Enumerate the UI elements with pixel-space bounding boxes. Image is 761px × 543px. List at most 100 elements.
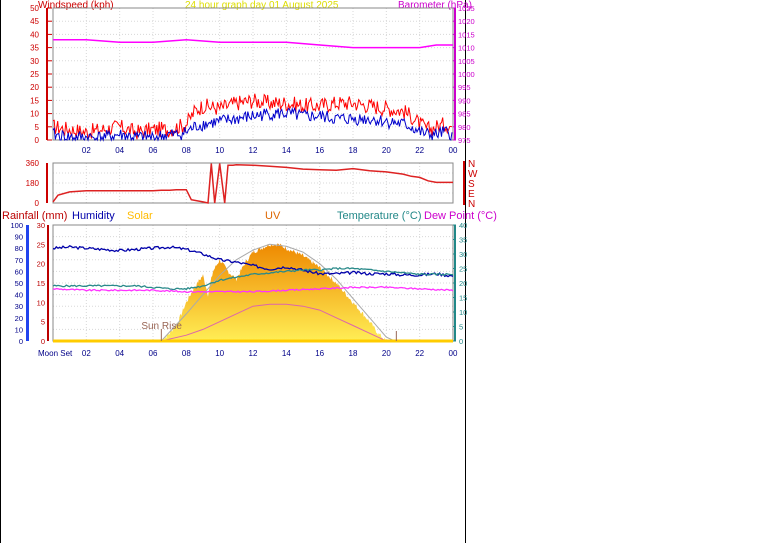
weather-xtick-label: 20 [382,349,391,358]
wind-ytick-label: 5 [35,123,40,132]
wind-ytick-label: 50 [30,4,39,13]
wind-xtick-label: 06 [149,146,158,155]
rain-ytick-label: 25 [37,240,45,249]
weather-xtick-label: 00 [449,349,458,358]
temp-ytick-label: 25 [459,265,467,274]
series-average [52,106,453,142]
windspeed-axis-label: Windspeed (kph) [38,0,114,11]
rain-ytick-label: 15 [37,279,45,288]
compass-label: N [468,199,475,210]
rain-ytick-label: 0 [41,337,45,346]
weather-xtick-label: 08 [182,349,191,358]
humidity-ytick-label: 60 [15,267,23,276]
series-solar [161,243,395,341]
right-border [465,0,466,543]
weather-xtick-label: 02 [82,349,91,358]
rain-axis-bar [26,225,29,341]
humidity-ytick-label: 90 [15,233,23,242]
wind-ytick-label: 10 [30,110,39,119]
compass-label: E [468,189,475,200]
temp-ytick-label: 0 [459,337,463,346]
rain-ytick-label: 30 [37,221,45,230]
series-solar-max [160,243,395,342]
wind-xtick-label: 04 [115,146,124,155]
legend-temperature: Temperature (°C) [337,210,422,222]
humidity-ytick-label: 10 [15,325,23,334]
legend-rainfall: Rainfall (mm) [2,210,68,222]
humidity-ytick-label: 40 [15,291,23,300]
left-border [0,0,1,543]
baro-ytick-label: 1000 [458,70,475,79]
direction-ytick-label: 0 [35,199,40,208]
weather-xtick-label: 18 [349,349,358,358]
temp-ytick-label: 40 [459,221,467,230]
temp-ytick-label: 10 [459,308,467,317]
series-direction [52,163,453,204]
humidity-ytick-label: 30 [15,302,23,311]
direction-panel-grid [53,163,453,203]
weather-xtick-label: 22 [415,349,424,358]
compass-label: W [468,169,478,180]
baro-ytick-label: 1020 [458,17,475,26]
wind-xtick-label: 14 [282,146,291,155]
wind-ytick-label: 25 [30,70,39,79]
wind-xtick-label: 12 [249,146,258,155]
compass-label: S [468,179,475,190]
baro-ytick-label: 1005 [458,57,475,66]
baro-ytick-label: 1010 [458,44,475,53]
barometer-axis-label: Barometer (hPa) [398,0,472,11]
baro-ytick-label: 980 [458,123,471,132]
wind-ytick-label: 40 [30,30,39,39]
legend-humidity: Humidity [72,210,115,222]
wind-xtick-label: 16 [315,146,324,155]
humidity-ytick-label: 20 [15,314,23,323]
wind-xtick-label: 00 [449,146,458,155]
temp-ytick-label: 15 [459,294,467,303]
legend-uv: UV [265,210,281,222]
wind-panel-grid [53,8,453,140]
humidity-ytick-label: 70 [15,256,23,265]
weather-xtick-label: 10 [215,349,224,358]
humidity-ytick-label: 0 [19,337,23,346]
humidity-ytick-label: 50 [15,279,23,288]
wind-ytick-label: 20 [30,83,39,92]
moonset-label: Moon Set [38,349,73,358]
rain-ytick-label: 10 [37,298,45,307]
baro-ytick-label: 1015 [458,30,475,39]
baro-ytick-label: 990 [458,96,471,105]
weather-xtick-label: 06 [149,349,158,358]
weather-xtick-label: 14 [282,349,291,358]
wind-ytick-label: 0 [35,136,40,145]
weather-xtick-label: 12 [249,349,258,358]
humidity-ytick-label: 100 [10,221,23,230]
series-temperature [52,266,454,291]
wind-xtick-label: 18 [349,146,358,155]
baro-ytick-label: 975 [458,136,471,145]
wind-ytick-label: 35 [30,44,39,53]
temp-ytick-label: 5 [459,323,463,332]
compass-label: N [468,159,475,170]
weather-xtick-label: 04 [115,349,124,358]
baro-ytick-label: 1025 [458,4,475,13]
rain-ytick-label: 5 [41,318,45,327]
temp-ytick-label: 20 [459,279,467,288]
direction-ytick-label: 360 [26,159,40,168]
wind-xtick-label: 22 [415,146,424,155]
series-dewpoint [52,285,454,294]
direction-ytick-label: 180 [26,179,40,188]
wind-xtick-label: 02 [82,146,91,155]
wind-ytick-label: 30 [30,57,39,66]
legend-solar: Solar [127,210,153,222]
legend-dewpoint: Dew Point (°C) [424,210,497,222]
wind-ytick-label: 45 [30,17,39,26]
baro-ytick-label: 985 [458,110,471,119]
series-humidity [52,245,454,278]
series-barometer [53,38,453,49]
series-uv [161,303,387,342]
wind-ytick-label: 15 [30,96,39,105]
weather-xtick-label: 16 [315,349,324,358]
wind-xtick-label: 20 [382,146,391,155]
baro-ytick-label: 995 [458,83,471,92]
sunrise-label: Sun Rise [141,321,182,332]
